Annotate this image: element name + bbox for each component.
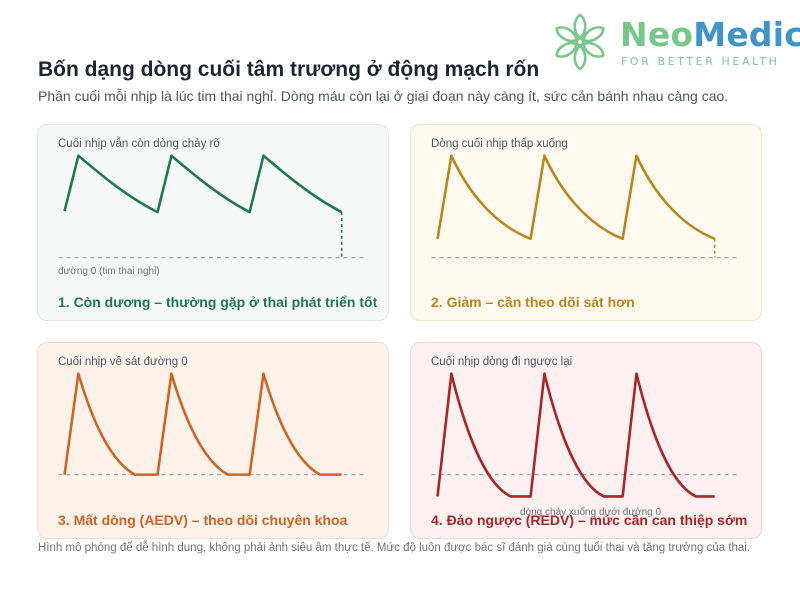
panel-caption: 1. Còn dương – thường gặp ở thai phát tr… — [58, 294, 378, 310]
baseline-label: đường 0 (tim thai nghỉ) — [58, 266, 160, 277]
panel-caption: 3. Mất dòng (AEDV) – theo dõi chuyên kho… — [58, 512, 348, 528]
doppler-waveform — [63, 372, 342, 476]
footer-disclaimer: Hình mô phỏng để dễ hình dung, không phả… — [38, 542, 751, 554]
page-title: Bốn dạng dòng cuối tâm trương ở động mạc… — [38, 58, 540, 81]
panel-positive: Cuối nhịp vẫn còn dòng chảy rõ đường 0 (… — [37, 124, 389, 321]
panel-note: Cuối nhịp về sát đường 0 — [58, 356, 188, 368]
panel-note: Cuối nhịp vẫn còn dòng chảy rõ — [58, 138, 220, 150]
panel-note: Dòng cuối nhịp thấp xuống — [431, 138, 568, 150]
panel-reversed: Cuối nhịp dòng đi ngược lại dòng chảy xu… — [410, 342, 762, 539]
flower-logo-icon — [555, 13, 605, 71]
doppler-waveform — [436, 154, 716, 241]
page-subtitle: Phần cuối mỗi nhịp là lúc tim thai nghỉ.… — [38, 88, 729, 104]
waveform-reduced — [431, 154, 741, 259]
doppler-waveform — [436, 372, 715, 498]
panel-note: Cuối nhịp dòng đi ngược lại — [431, 356, 573, 368]
below-zero-label: dòng chảy xuống dưới đường 0 — [520, 507, 662, 518]
neomedic-logo: NeoMedic FOR BETTER HEALTH — [548, 12, 800, 72]
panel-caption: 4. Đảo ngược (REDV) – mức cần can thiệp … — [431, 512, 748, 528]
brand-tagline: FOR BETTER HEALTH — [621, 55, 780, 68]
panel-caption: 2. Giảm – cần theo dõi sát hơn — [431, 294, 635, 310]
waveform-reversed — [431, 372, 741, 498]
brand-part2: Medic — [693, 15, 800, 54]
waveform-positive — [58, 154, 368, 259]
waveform-absent — [58, 372, 368, 476]
panel-reduced: Dòng cuối nhịp thấp xuống 2. Giảm – cần … — [410, 124, 762, 321]
brand-part1: Neo — [620, 15, 694, 54]
brand-name: NeoMedic — [620, 18, 800, 51]
doppler-waveform — [63, 154, 343, 214]
panel-absent: Cuối nhịp về sát đường 0 3. Mất dòng (AE… — [37, 342, 389, 539]
